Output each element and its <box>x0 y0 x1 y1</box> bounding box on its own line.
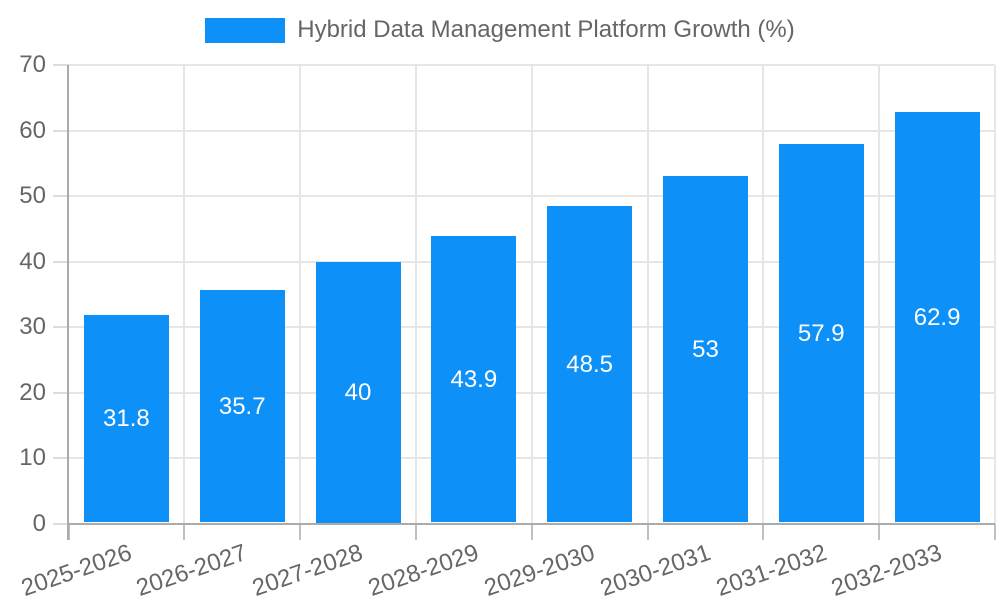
x-axis-line <box>67 522 995 525</box>
bar[interactable] <box>662 176 748 523</box>
x-tick-label: 2032-2033 <box>828 539 946 602</box>
bar-value-label: 31.8 <box>103 405 150 433</box>
y-tickmark <box>52 457 69 459</box>
x-tick-label: 2027-2028 <box>249 539 367 602</box>
x-tickmark <box>646 523 649 540</box>
bar[interactable] <box>894 111 980 523</box>
y-tick-label: 70 <box>19 51 46 78</box>
x-tickmark <box>878 523 881 540</box>
gridline <box>530 65 533 524</box>
bar-value-label: 40 <box>344 378 372 406</box>
y-tick-label: 20 <box>19 378 46 406</box>
bar-value-label: 53 <box>692 335 719 363</box>
y-tickmark <box>52 522 69 525</box>
y-tickmark <box>52 326 69 328</box>
gridline <box>299 65 302 524</box>
y-tick-label: 10 <box>19 444 46 471</box>
y-tick-label: 30 <box>19 313 46 340</box>
legend-swatch <box>205 17 286 43</box>
y-tickmark <box>52 260 69 263</box>
gridline <box>762 65 765 524</box>
gridline <box>994 65 996 524</box>
y-tick-label: 60 <box>19 116 46 144</box>
x-tickmark <box>183 523 186 540</box>
bar-value-label: 43.9 <box>450 365 498 393</box>
x-tickmark <box>299 523 302 540</box>
y-tick-label: 0 <box>32 509 46 537</box>
y-tickmark <box>52 129 69 132</box>
x-tickmark <box>762 523 765 540</box>
y-tick-label: 50 <box>19 182 46 209</box>
x-tick-label: 2026-2027 <box>133 539 251 602</box>
bar-value-label: 48.5 <box>566 350 614 378</box>
legend[interactable]: Hybrid Data Management Platform Growth (… <box>0 16 1000 45</box>
y-tickmark <box>52 64 69 66</box>
bar[interactable] <box>315 261 401 523</box>
x-tickmark <box>994 523 996 540</box>
x-tick-label: 2029-2030 <box>480 539 599 602</box>
bar[interactable] <box>199 289 285 523</box>
gridline <box>878 65 881 524</box>
gridline <box>414 65 417 524</box>
bar[interactable] <box>83 315 169 523</box>
x-tick-label: 2025-2026 <box>17 539 135 602</box>
bar[interactable] <box>431 235 517 523</box>
bar[interactable] <box>547 205 633 523</box>
bar-value-label: 62.9 <box>913 303 961 331</box>
x-tick-label: 2028-2029 <box>364 539 483 602</box>
gridline <box>646 65 649 524</box>
gridline <box>183 65 186 524</box>
legend-label: Hybrid Data Management Platform Growth (… <box>297 16 795 43</box>
y-tickmark <box>52 391 69 394</box>
x-tickmark <box>530 523 533 540</box>
x-tickmark <box>414 523 417 540</box>
bar-value-label: 57.9 <box>797 319 845 347</box>
y-axis-line <box>67 65 69 540</box>
y-tickmark <box>52 195 69 197</box>
y-tick-label: 40 <box>19 247 46 275</box>
x-tick-label: 2030-2031 <box>596 539 714 602</box>
bar-value-label: 35.7 <box>218 392 266 420</box>
x-tick-label: 2031-2032 <box>712 539 830 602</box>
bar[interactable] <box>778 144 864 523</box>
